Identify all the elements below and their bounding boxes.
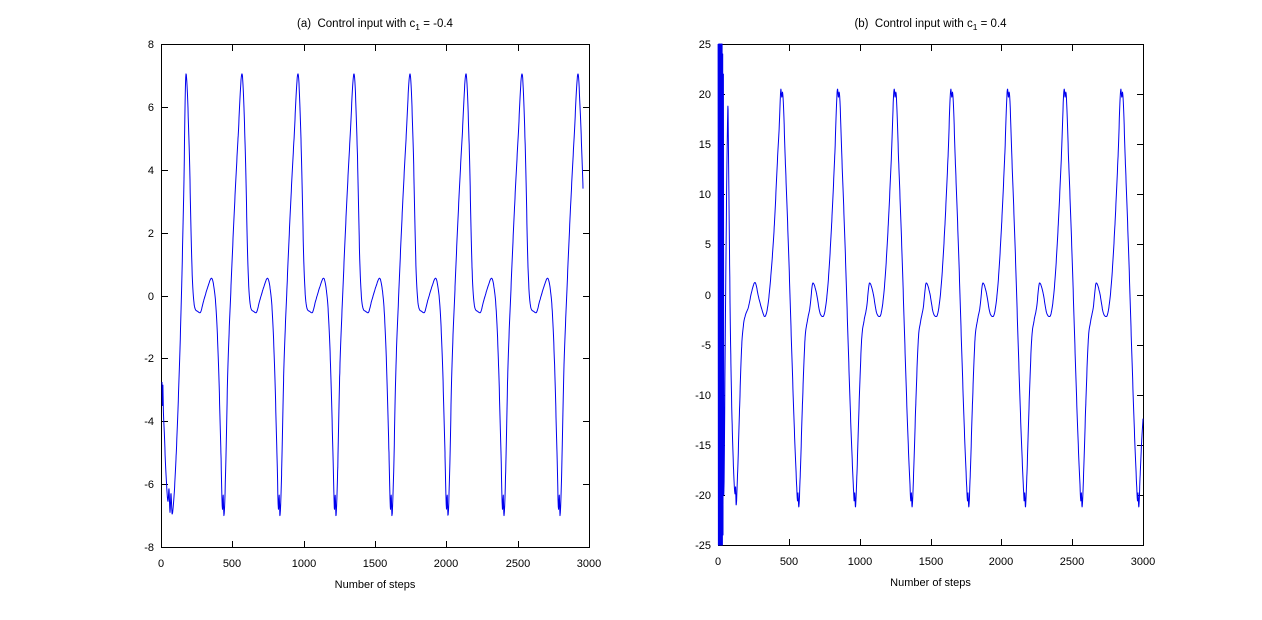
x-tick-label: 500: [780, 556, 798, 568]
signal-line: [161, 73, 584, 517]
y-tick-label: 20: [699, 89, 711, 101]
y-tick-label: -6: [144, 479, 154, 491]
subplot-title: (b) Control input with c1 = 0.4: [854, 18, 1007, 32]
x-tick-label: 0: [158, 558, 164, 570]
x-axis-label: Number of steps: [890, 577, 971, 589]
y-tick-label: -15: [695, 440, 711, 452]
y-tick-label: 15: [699, 139, 711, 151]
x-tick-label: 0: [715, 556, 721, 568]
y-tick-label: -10: [695, 390, 711, 402]
y-tick-label: 25: [699, 39, 711, 51]
x-tick-label: 2500: [506, 558, 530, 570]
y-tick-label: 10: [699, 189, 711, 201]
x-tick-label: 2000: [989, 556, 1013, 568]
x-tick-label: 500: [223, 558, 241, 570]
axis-box: [161, 44, 590, 548]
x-tick-label: 1000: [292, 558, 316, 570]
y-tick-label: -25: [695, 540, 711, 552]
y-tick-label: 2: [148, 228, 154, 240]
x-tick-label: 1500: [919, 556, 943, 568]
x-tick-label: 1500: [363, 558, 387, 570]
y-tick-label: 5: [705, 239, 711, 251]
x-axis-label: Number of steps: [335, 579, 416, 591]
y-tick-label: -8: [144, 542, 154, 554]
subplot-title: (a) Control input with c1 = -0.4: [297, 18, 454, 32]
x-tick-label: 2000: [434, 558, 458, 570]
y-tick-label: 4: [148, 165, 154, 177]
y-tick-label: -4: [144, 416, 154, 428]
y-tick-label: -20: [695, 490, 711, 502]
y-tick-label: 8: [148, 39, 154, 51]
y-tick-label: 0: [148, 291, 154, 303]
y-tick-label: 6: [148, 102, 154, 114]
x-tick-label: 2500: [1060, 556, 1084, 568]
x-tick-label: 3000: [1131, 556, 1155, 568]
y-tick-label: -5: [701, 340, 711, 352]
x-tick-label: 3000: [577, 558, 601, 570]
y-tick-label: 0: [705, 290, 711, 302]
x-tick-label: 1000: [848, 556, 872, 568]
signal-line: [717, 43, 1144, 546]
y-tick-label: -2: [144, 353, 154, 365]
